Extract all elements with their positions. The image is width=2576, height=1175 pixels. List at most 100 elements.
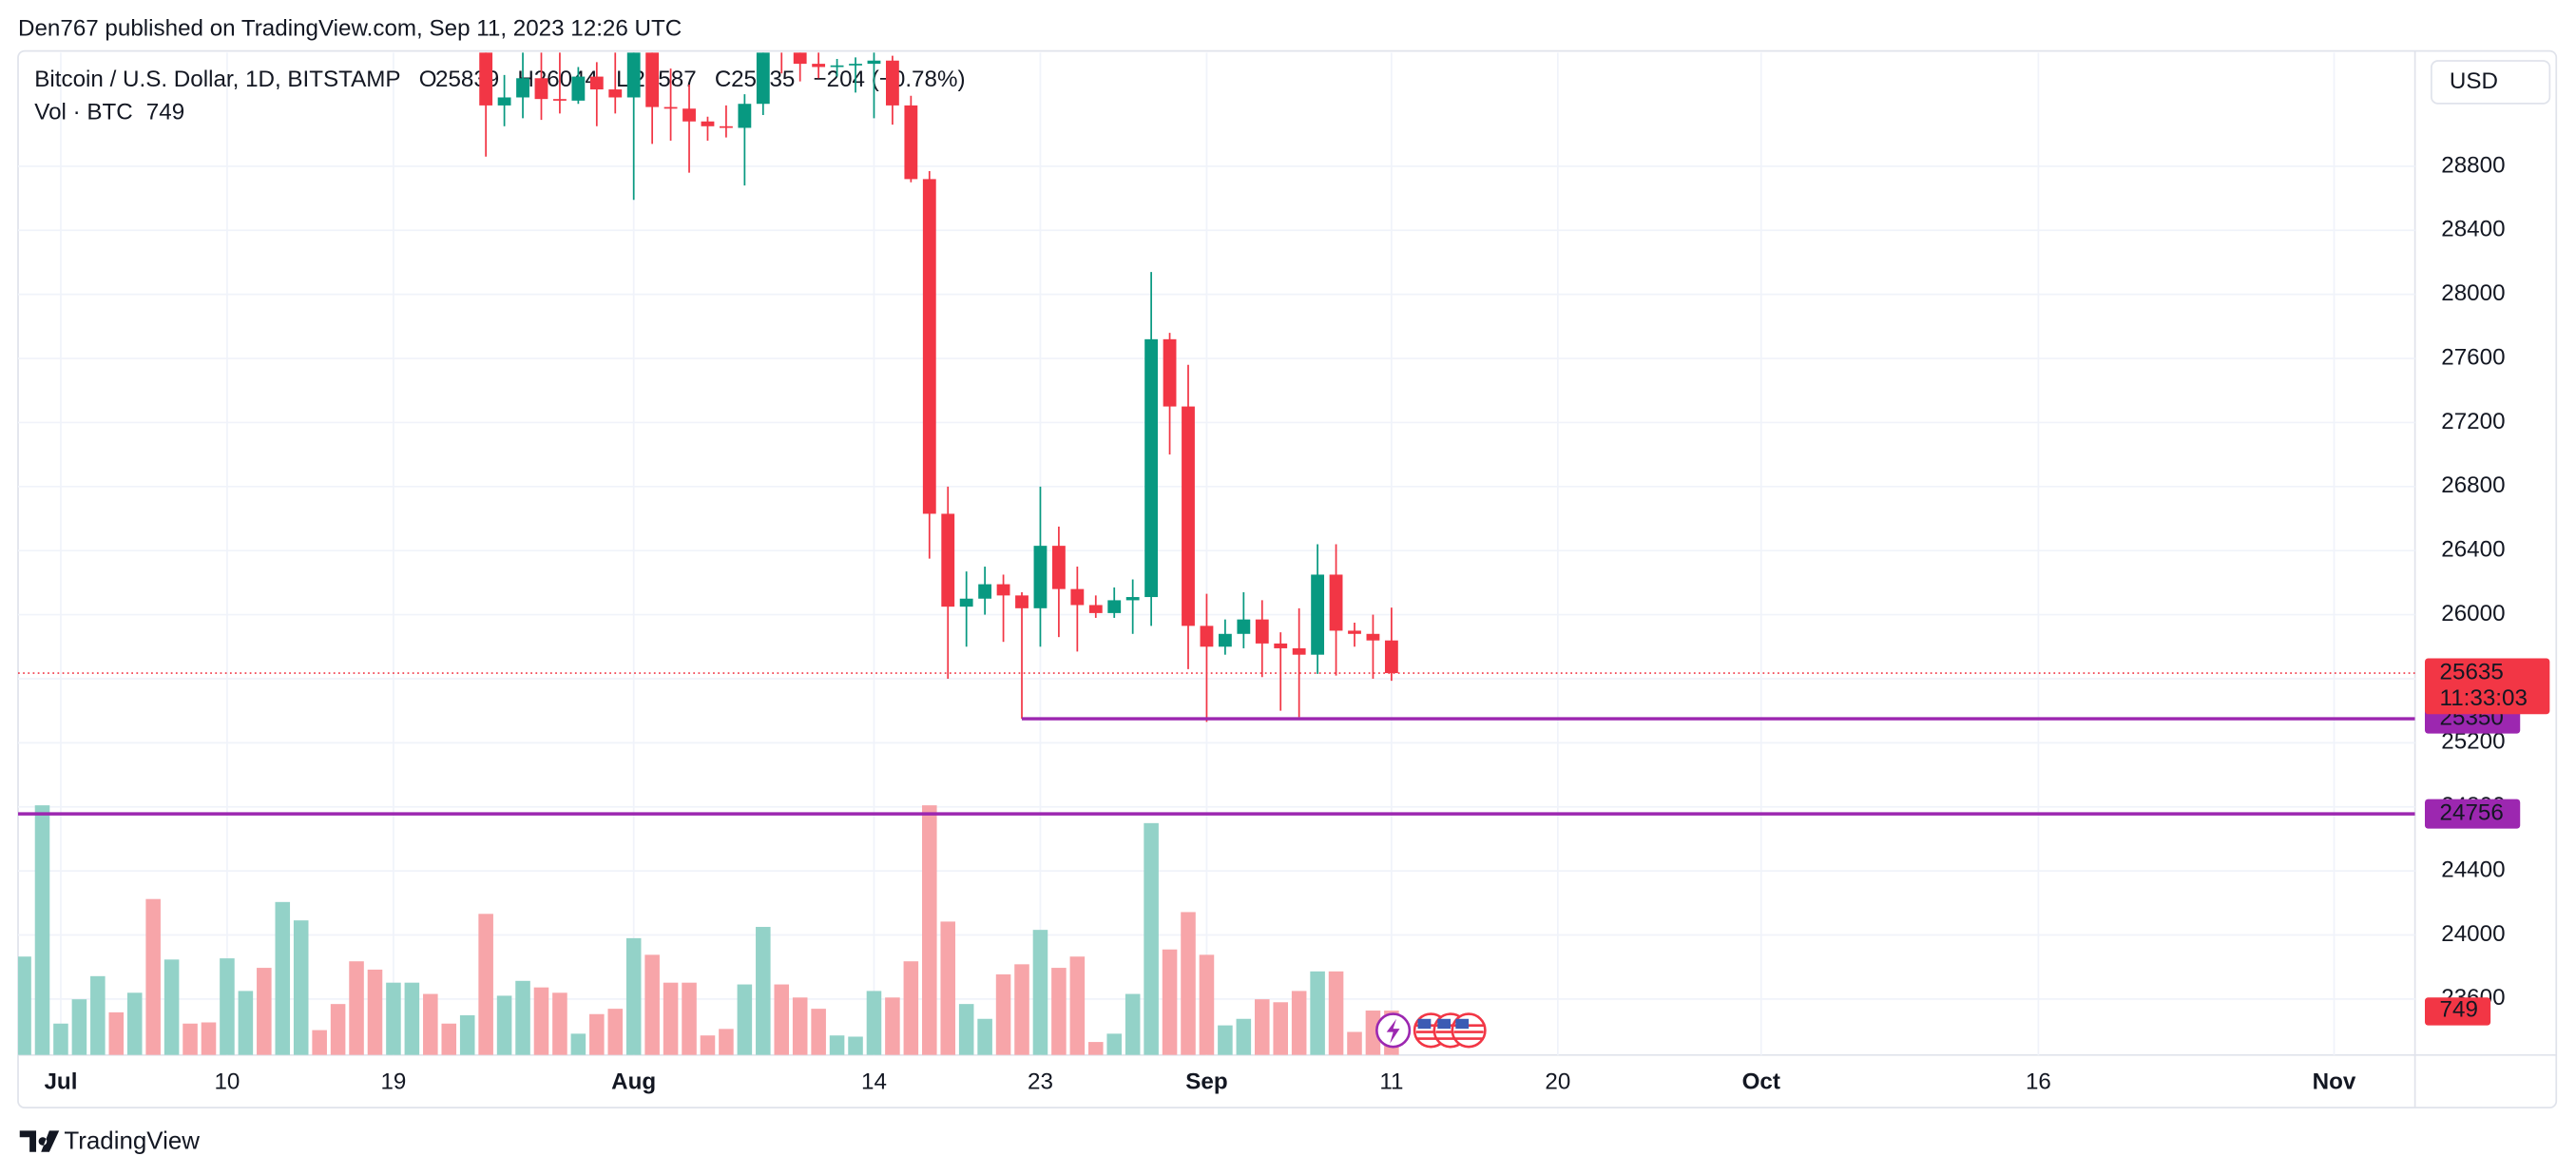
volume-bar [1199,954,1215,1055]
volume-bar [682,982,697,1055]
volume-bar [145,898,161,1055]
volume-bar [792,997,808,1055]
x-tick-label: Oct [1742,1069,1780,1095]
volume-legend: Vol · BTC [34,100,132,125]
candle-body [479,52,493,106]
grid [18,52,2415,1055]
volume-bar [1255,999,1270,1055]
candle-body [1348,630,1361,634]
candle-body [1051,546,1066,589]
candle-body [830,65,844,67]
x-tick-label: 10 [214,1069,240,1095]
flag-canton [1417,1018,1432,1030]
volume-bar [756,927,771,1055]
ohlc-key: C [715,67,731,92]
y-tick-label: 26400 [2441,537,2505,563]
volume-bar [201,1022,217,1055]
candle-body [645,52,660,107]
volume-bar [866,991,882,1055]
x-tick-label: 23 [1028,1069,1053,1095]
x-tick-label: 14 [861,1069,887,1095]
volume-bar [811,1009,826,1055]
candle-body [1088,605,1103,613]
candle-body [1274,643,1288,648]
candle-body [793,52,807,65]
x-tick-label: Nov [2313,1069,2356,1095]
flag-canton [1455,1018,1470,1030]
volume-bar [1125,993,1141,1055]
volume-bar [1088,1042,1104,1055]
candle-body [922,179,936,514]
volume-bar [1347,1031,1362,1055]
lightning [1386,1018,1400,1044]
candle-body [867,60,881,65]
y-tick-label: 27600 [2441,344,2505,370]
candle-body [720,125,733,128]
candle-body [534,78,548,100]
candle-body [756,52,770,105]
volume-bar [1144,822,1159,1055]
x-tick-label: 19 [380,1069,406,1095]
volume-bar [1218,1025,1233,1055]
volume-bar [183,1023,198,1055]
candle-body [978,584,992,599]
volume-bar [1162,949,1178,1055]
x-tick-label: Jul [44,1069,77,1095]
volume-bar [829,1035,845,1055]
x-tick-label: 16 [2026,1069,2051,1095]
volume-bar [1273,1002,1288,1055]
candle-body [1384,640,1398,674]
volume-bar [293,920,309,1055]
volume-bar [423,993,438,1055]
volume-bar [330,1004,346,1055]
volume-bar [922,805,937,1055]
volume-bar [90,975,106,1055]
volume-bar [940,921,956,1055]
x-tick-label: 11 [1379,1069,1403,1095]
volume-bar [71,999,87,1055]
volume-bar [1181,912,1196,1055]
volume-bar [589,1013,605,1055]
y-tick-label: 28800 [2441,152,2505,178]
plot-area [18,52,2415,1055]
volume-bar [552,992,567,1055]
candle-body [682,108,696,122]
volume-bar [1328,971,1344,1055]
event-icons[interactable] [1375,1012,1487,1049]
candle-body [1292,647,1306,655]
ohlc-key: O [419,67,437,92]
candle-body [1107,600,1122,613]
flag-icon[interactable] [1451,1012,1487,1049]
volume-bar [1236,1018,1252,1055]
flag-canton [1437,1018,1451,1030]
candle-body [1163,338,1177,407]
candle-body [1125,597,1140,601]
x-tick-label: 20 [1545,1069,1570,1095]
volume-bar [496,995,512,1055]
volume-bar [349,961,364,1055]
currency-button[interactable]: USD [2431,60,2551,105]
volume-bar [18,956,31,1055]
candle-body [571,76,586,101]
candle-body [996,584,1010,596]
candle-body [1015,595,1028,608]
candle-body [959,598,973,607]
volume-bar [1069,956,1086,1055]
volume-bar [848,1036,863,1055]
y-tick-label: 24000 [2441,921,2505,947]
volume-bar [644,954,660,1055]
volume-bar [995,973,1011,1055]
candle-body [1182,406,1195,626]
volume-bar [478,914,493,1055]
volume-bar [570,1033,586,1055]
symbol: Bitcoin / U.S. Dollar, 1D, BITSTAMP [34,67,400,92]
currency[interactable]: USD [2450,68,2498,94]
y-tick-label: 27200 [2441,409,2505,434]
currency-box[interactable] [2431,60,2551,105]
y-tick-label: 28000 [2441,280,2505,306]
volume-bar [126,992,143,1055]
candle-body [626,52,641,98]
volume-bar [1032,930,1048,1055]
